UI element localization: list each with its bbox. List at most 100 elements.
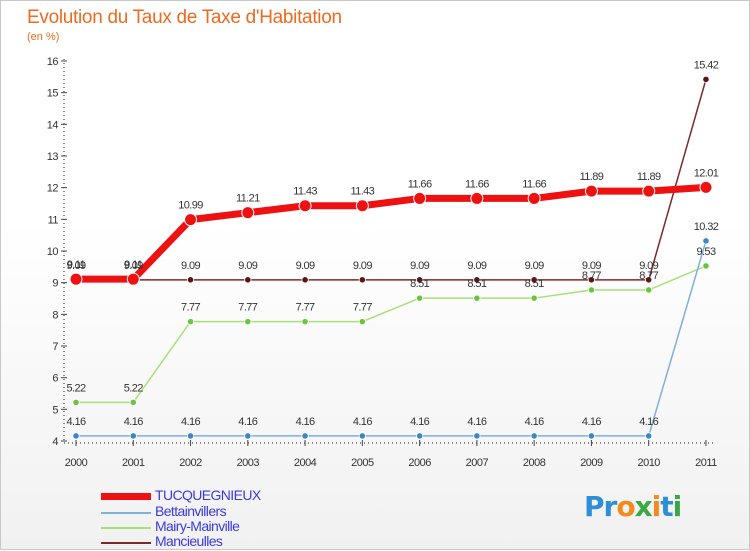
data-point (645, 432, 653, 440)
data-label: 11.89 (580, 171, 604, 183)
legend-label-mairy-mainville: Mairy-Mainville (155, 518, 240, 534)
data-label: 11.43 (293, 186, 317, 198)
data-point (72, 398, 80, 406)
data-point (699, 180, 713, 194)
data-label: 12.01 (694, 167, 719, 179)
data-label: 9.09 (639, 260, 658, 272)
x-tick-label: 2004 (294, 457, 317, 469)
data-label: 5.22 (66, 382, 85, 394)
y-tick-label: 12 (47, 183, 59, 195)
proxiti-logo: Proxiti (584, 490, 683, 523)
data-label: 10.32 (694, 221, 719, 233)
data-label: 11.89 (637, 171, 661, 183)
data-label: 9.09 (582, 260, 601, 272)
x-tick-label: 2001 (122, 457, 145, 469)
logo-letter: t (660, 490, 673, 523)
data-point (584, 184, 598, 198)
data-label: 9.09 (353, 260, 372, 272)
data-point (470, 191, 484, 205)
logo-letter: x (634, 490, 653, 523)
data-point (587, 286, 596, 294)
data-point (244, 318, 252, 326)
data-label: 8.77 (582, 270, 601, 282)
data-point (587, 276, 596, 284)
data-point (358, 432, 366, 440)
data-label: 4.16 (296, 416, 315, 428)
data-point (416, 276, 424, 284)
logo-letter: i (672, 490, 683, 523)
x-tick-label: 2008 (523, 457, 546, 469)
y-tick-label: 7 (52, 341, 58, 353)
x-tick-label: 2009 (580, 457, 603, 469)
x-tick-label: 2010 (637, 457, 660, 469)
data-label: 4.16 (410, 416, 429, 428)
y-tick-label: 5 (52, 404, 58, 416)
data-label: 5.22 (124, 382, 143, 394)
legend-item-mairy-mainville: Mairy-Mainville (101, 518, 361, 536)
data-label: 9.09 (124, 260, 143, 272)
data-label: 4.16 (66, 416, 85, 428)
y-tick-label: 8 (52, 309, 58, 321)
data-label: 9.09 (467, 260, 486, 272)
series-line-tucquegnieux (72, 183, 710, 283)
data-label: 9.09 (66, 260, 85, 272)
y-tick-label: 11 (48, 214, 59, 226)
legend-swatch-mancieulles (101, 542, 151, 544)
y-tick-label: 4 (52, 436, 58, 448)
data-label: 11.43 (350, 186, 374, 198)
data-point (186, 318, 195, 326)
data-label: 9.53 (696, 246, 715, 258)
data-point (702, 262, 710, 270)
data-label: 11.66 (408, 178, 432, 190)
data-point (645, 286, 653, 294)
chart-subtitle: (en %) (27, 31, 60, 43)
data-label: 4.16 (467, 416, 486, 428)
data-label: 7.77 (238, 302, 257, 314)
data-point (527, 191, 541, 205)
data-point (473, 276, 481, 284)
x-tick-label: 2007 (466, 457, 489, 469)
data-point (301, 318, 309, 326)
legend-label-mancieulles: Mancieulles (155, 533, 223, 549)
data-label: 7.77 (353, 302, 372, 314)
data-point (69, 272, 83, 286)
y-tick-label: 14 (47, 119, 59, 131)
data-label: 9.09 (410, 260, 429, 272)
data-point (241, 206, 255, 220)
data-point (645, 276, 653, 284)
data-label: 9.09 (296, 260, 315, 272)
data-point (642, 184, 656, 198)
data-point (301, 432, 309, 440)
data-label: 8.51 (525, 278, 544, 290)
data-point (530, 432, 538, 440)
legend-swatch-bettainvillers (101, 512, 151, 514)
y-tick-label: 16 (47, 56, 59, 68)
data-point (244, 276, 252, 284)
data-point (416, 294, 424, 302)
data-point (186, 432, 195, 440)
data-point (587, 432, 596, 440)
data-point (530, 276, 538, 284)
x-tick-label: 2006 (408, 457, 431, 469)
data-point (473, 294, 481, 302)
legend-label-tucquegnieux: TUCQUEGNIEUX (155, 487, 261, 503)
data-label: 9.11 (67, 259, 86, 271)
y-tick-label: 10 (47, 246, 59, 258)
x-tick-label: 2003 (237, 457, 260, 469)
data-label: 4.16 (181, 416, 200, 428)
y-tick-label: 6 (52, 373, 58, 385)
logo-letter: P (584, 490, 605, 523)
data-label: 8.51 (467, 278, 486, 290)
data-point (702, 75, 710, 83)
data-label: 7.77 (181, 302, 200, 314)
logo-letter: i (651, 490, 662, 523)
legend-item-tucquegnieux: TUCQUEGNIEUX (101, 487, 361, 505)
data-point (298, 199, 312, 213)
data-point (530, 294, 538, 302)
data-point (301, 276, 309, 284)
data-point (126, 272, 140, 286)
x-tick-label: 2000 (65, 457, 88, 469)
data-label: 7.77 (296, 302, 315, 314)
data-point (358, 276, 366, 284)
